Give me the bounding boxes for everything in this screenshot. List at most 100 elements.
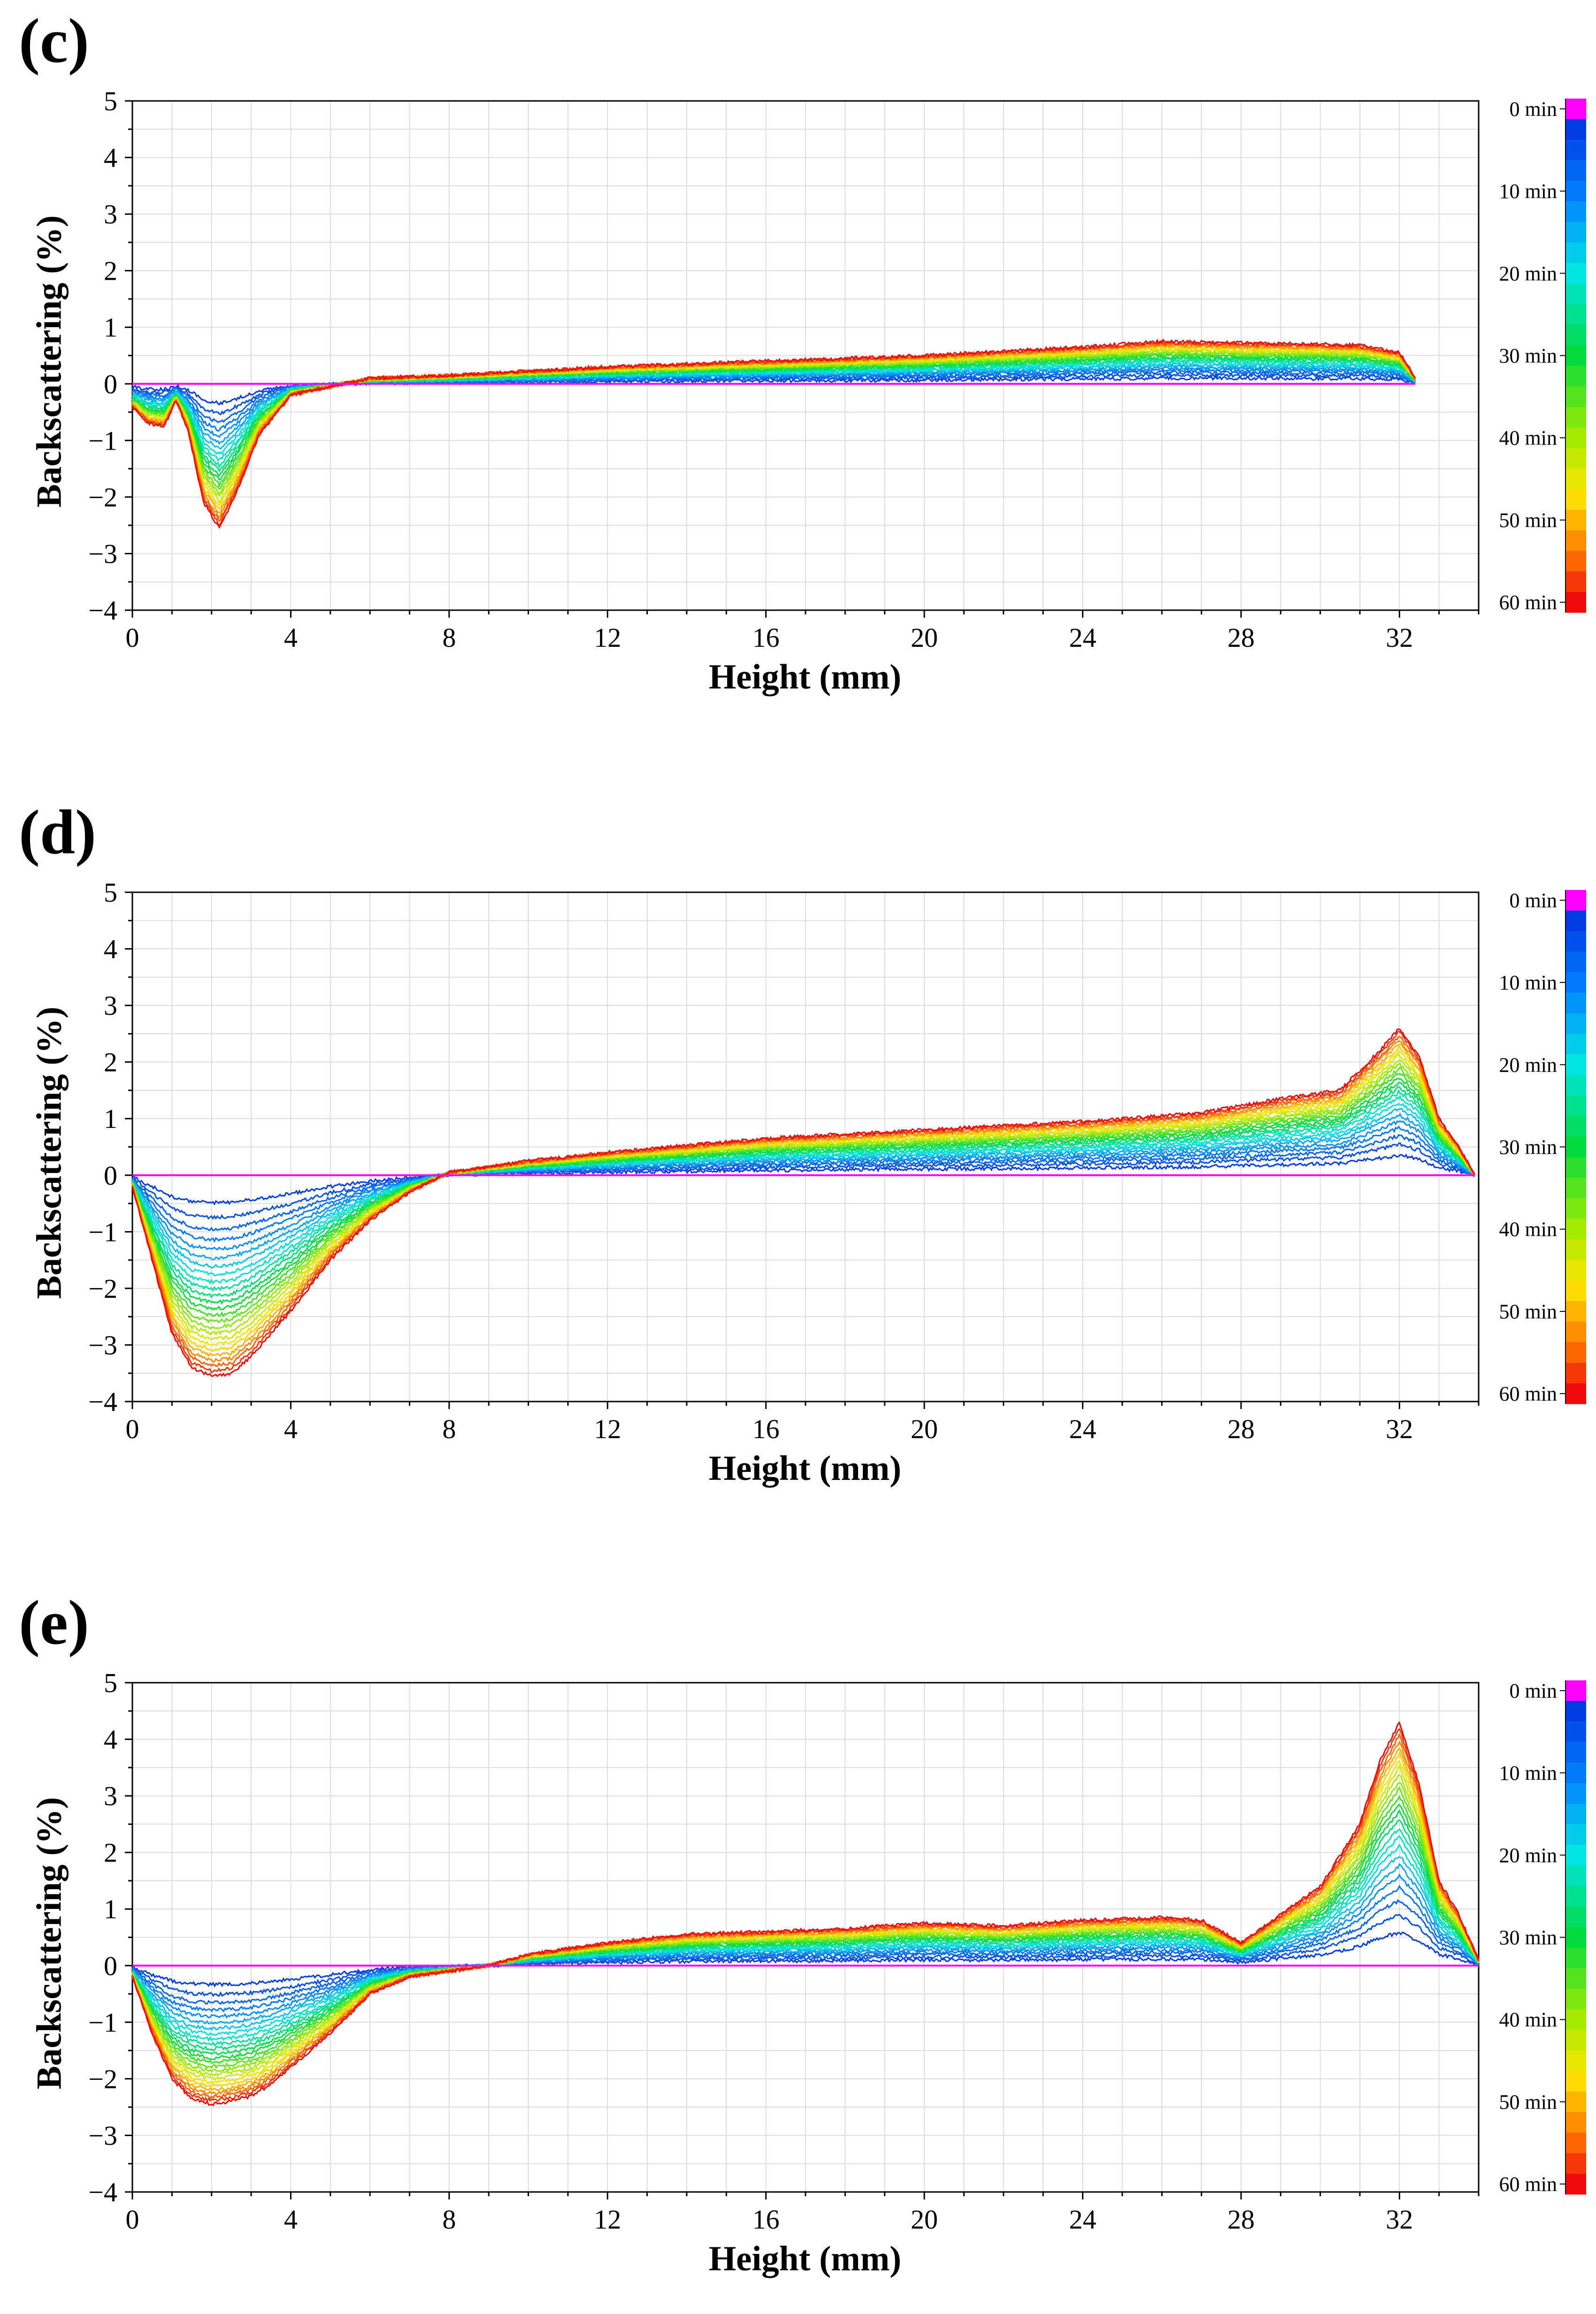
x-tick-label: 12: [594, 622, 621, 653]
colorbar-swatch: [1565, 345, 1586, 366]
x-tick-label: 24: [1069, 622, 1096, 653]
colorbar-swatch: [1565, 1034, 1586, 1055]
colorbar-label: 30 min: [1499, 1926, 1557, 1949]
colorbar-swatch: [1565, 972, 1586, 993]
y-tick-label: −3: [88, 1330, 117, 1360]
colorbar-swatch: [1565, 222, 1586, 243]
colorbar-swatch: [1565, 427, 1586, 449]
colorbar: 0 min 10 min 20 min 30 min 40 min 50 min 60 mi…: [1499, 98, 1586, 614]
colorbar-label: 40 min: [1499, 1218, 1557, 1241]
tick-marks: [125, 891, 1480, 1409]
colorbar-swatch: [1565, 2071, 1586, 2092]
series-line: [131, 1899, 1479, 2005]
colorbar-swatch: [1565, 284, 1586, 305]
series-line: [131, 1086, 1475, 1299]
chart-panel-d: (d) 0 4 8 12 16 20 24 28 32 5 4 3 2 1 0 −1 −2 −3 −4 0 min 10…: [0, 801, 1596, 1524]
colorbar-label: 50 min: [1499, 509, 1557, 532]
colorbar-label: 40 min: [1499, 427, 1557, 450]
colorbar-swatch: [1565, 1680, 1586, 1701]
y-tick-label: −4: [88, 595, 117, 626]
colorbar-label: 0 min: [1510, 889, 1557, 912]
series-line: [131, 362, 1416, 450]
colorbar-swatch: [1565, 951, 1586, 973]
y-tick-label: −2: [88, 1273, 117, 1304]
colorbar-swatch: [1565, 139, 1586, 161]
colorbar-swatch: [1565, 1260, 1586, 1281]
y-tick-label: 0: [104, 1160, 117, 1191]
y-tick-label: −4: [88, 1387, 117, 1417]
y-tick-label: −3: [88, 538, 117, 569]
y-tick-label: 2: [104, 1047, 117, 1078]
x-tick-label: 0: [126, 2204, 139, 2235]
y-tick-label: 1: [104, 312, 117, 343]
colorbar-swatch: [1565, 2009, 1586, 2030]
y-tick-label: 5: [104, 877, 117, 908]
series-line: [131, 1914, 1479, 1997]
series-line: [131, 1081, 1475, 1305]
x-tick-label: 8: [442, 622, 456, 653]
colorbar-swatch: [1565, 1239, 1586, 1260]
series-line: [131, 1721, 1480, 2107]
colorbar-swatch: [1565, 263, 1586, 284]
y-tick-label: −1: [88, 1217, 117, 1247]
tick-marks: [125, 100, 1480, 618]
y-tick-label: 4: [104, 1724, 117, 1755]
y-tick-label: 1: [104, 1894, 117, 1924]
panel-label: (d): [19, 797, 96, 867]
x-tick-label: 32: [1386, 622, 1413, 653]
colorbar-swatch: [1565, 530, 1586, 552]
series-line: [131, 1043, 1475, 1357]
x-tick-label: 12: [594, 2204, 621, 2235]
y-tick-label: −2: [88, 2064, 117, 2094]
chart-panel-e: (e) 0 4 8 12 16 20 24 28 32 5 4 3 2 1 0 −1 −2 −3 −4 0 min 10…: [0, 1591, 1596, 2314]
y-tick-label: 4: [104, 934, 117, 965]
colorbar-swatch: [1565, 2153, 1586, 2174]
y-tick-label: −1: [88, 2007, 117, 2038]
x-axis-title: Height (mm): [708, 658, 902, 697]
x-tick-label: 8: [442, 2204, 456, 2235]
series-lines: [131, 1721, 1480, 2107]
colorbar-label: 20 min: [1499, 1053, 1557, 1076]
series-line: [131, 1120, 1475, 1251]
colorbar-label: 20 min: [1499, 262, 1557, 285]
series-line: [131, 1153, 1475, 1206]
colorbar-swatch: [1565, 1136, 1586, 1157]
colorbar-label: 30 min: [1499, 1136, 1557, 1159]
y-axis-title: Backscattering (%): [30, 215, 69, 508]
colorbar-label: 30 min: [1499, 345, 1557, 368]
colorbar-swatch: [1565, 1742, 1586, 1763]
y-tick-label: 5: [104, 86, 117, 116]
x-tick-label: 0: [126, 1414, 139, 1444]
colorbar-swatch: [1565, 1824, 1586, 1845]
colorbar-swatch: [1565, 1116, 1586, 1137]
colorbar-swatch: [1565, 242, 1586, 263]
y-tick-label: 4: [104, 143, 117, 173]
colorbar-swatch: [1565, 1218, 1586, 1240]
colorbar-swatch: [1565, 366, 1586, 387]
y-axis-title: Backscattering (%): [30, 1006, 69, 1299]
x-tick-label: 16: [752, 2204, 780, 2235]
colorbar-label: 10 min: [1499, 1762, 1557, 1785]
colorbar-swatch: [1565, 1198, 1586, 1219]
colorbar-label: 50 min: [1499, 1300, 1557, 1323]
colorbar-swatch: [1565, 1927, 1586, 1948]
series-line: [131, 375, 1416, 406]
x-tick-label: 28: [1228, 622, 1255, 653]
colorbar-swatch: [1565, 1701, 1586, 1722]
colorbar-swatch: [1565, 386, 1586, 407]
colorbar-swatch: [1565, 1762, 1586, 1784]
x-tick-label: 24: [1069, 2204, 1096, 2235]
x-tick-label: 32: [1386, 2204, 1413, 2235]
y-tick-label: 0: [104, 1951, 117, 1981]
colorbar-swatch: [1565, 890, 1586, 911]
colorbar-label: 60 min: [1499, 591, 1557, 614]
series-line: [132, 1856, 1480, 2031]
colorbar-swatch: [1565, 1845, 1586, 1866]
colorbar-swatch: [1565, 468, 1586, 490]
colorbar-swatch: [1565, 931, 1586, 952]
x-tick-label: 16: [752, 622, 780, 653]
series-line: [131, 1059, 1475, 1336]
colorbar-swatch: [1565, 1280, 1586, 1302]
series-line: [131, 1885, 1480, 2013]
colorbar-swatch: [1565, 1013, 1586, 1034]
